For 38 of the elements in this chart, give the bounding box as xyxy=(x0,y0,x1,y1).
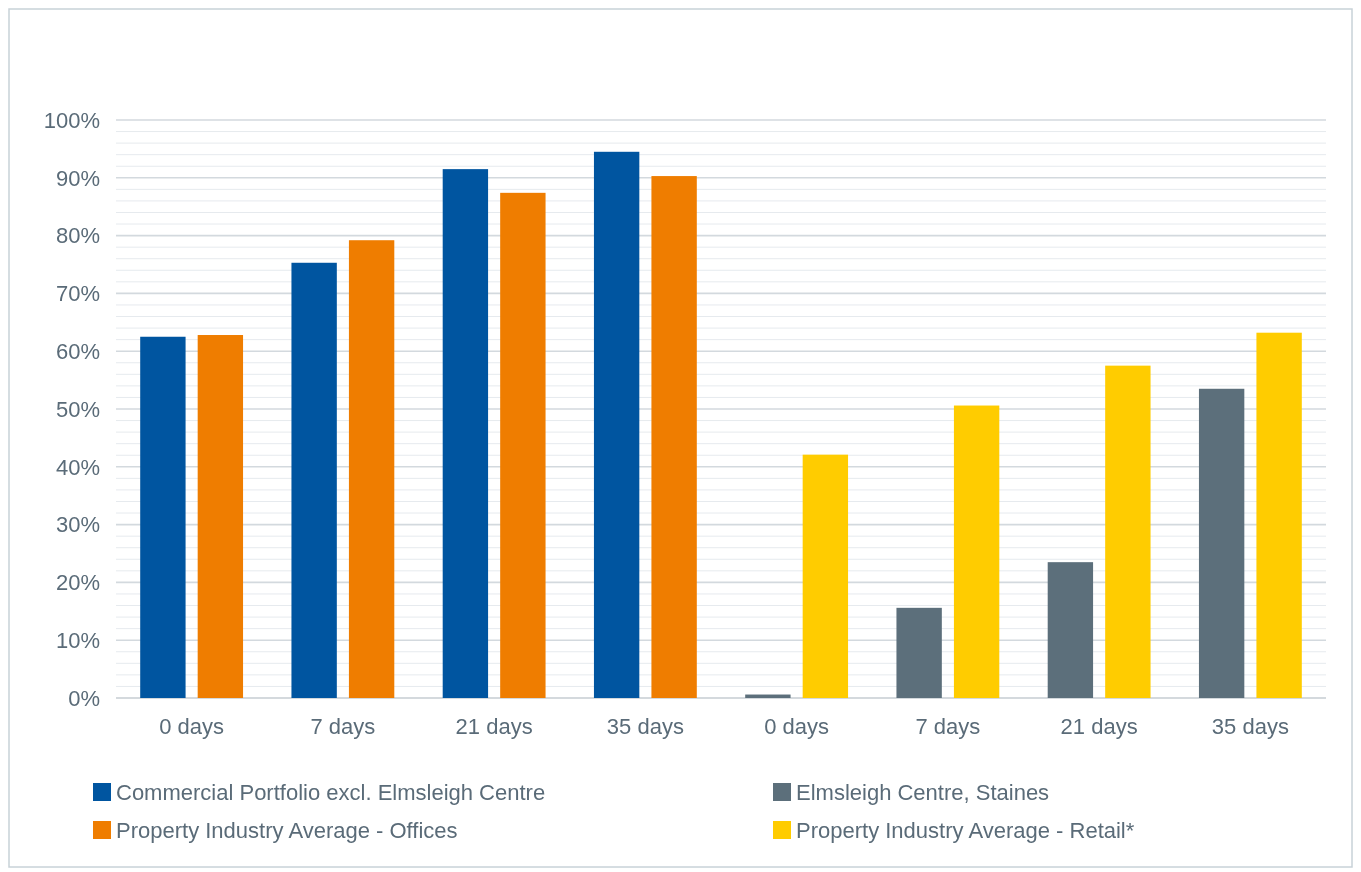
bar xyxy=(593,151,640,698)
bar xyxy=(1198,388,1245,698)
legend-label: Elmsleigh Centre, Staines xyxy=(796,779,1050,805)
y-tick-label: 70% xyxy=(55,281,100,307)
bar xyxy=(651,176,697,698)
bar xyxy=(1047,562,1094,698)
bar xyxy=(1105,365,1151,698)
y-tick-label: 10% xyxy=(55,627,100,653)
x-tick-label: 7 days xyxy=(915,714,981,739)
legend-label: Property Industry Average - Offices xyxy=(116,817,458,843)
y-tick-label: 40% xyxy=(55,454,100,480)
x-tick-label: 0 days xyxy=(764,714,830,739)
bar xyxy=(291,262,337,698)
y-tick-label: 60% xyxy=(55,338,100,364)
legend-label: Commercial Portfolio excl. Elmsleigh Centre xyxy=(116,779,546,805)
y-tick-label: 90% xyxy=(55,165,100,191)
x-tick-label: 35 days xyxy=(606,714,684,739)
x-tick-label: 21 days xyxy=(1060,714,1138,739)
x-tick-label: 35 days xyxy=(1211,714,1289,739)
x-tick-label: 21 days xyxy=(455,714,533,739)
bar xyxy=(197,335,244,698)
bar xyxy=(140,336,186,698)
bar xyxy=(442,169,489,698)
bar xyxy=(802,454,849,698)
bar xyxy=(896,607,942,698)
y-tick-label: 80% xyxy=(55,223,100,249)
y-tick-label: 100% xyxy=(43,107,100,133)
y-tick-label: 50% xyxy=(55,396,100,422)
legend-label: Property Industry Average - Retail* xyxy=(796,817,1135,843)
x-tick-label: 7 days xyxy=(310,714,376,739)
bar xyxy=(953,405,1000,698)
bar xyxy=(500,192,546,698)
bar xyxy=(348,240,395,698)
bar xyxy=(1256,332,1302,698)
x-tick-label: 0 days xyxy=(159,714,225,739)
y-tick-label: 20% xyxy=(55,570,100,596)
y-tick-label: 30% xyxy=(55,512,100,538)
y-tick-label: 0% xyxy=(68,685,100,711)
